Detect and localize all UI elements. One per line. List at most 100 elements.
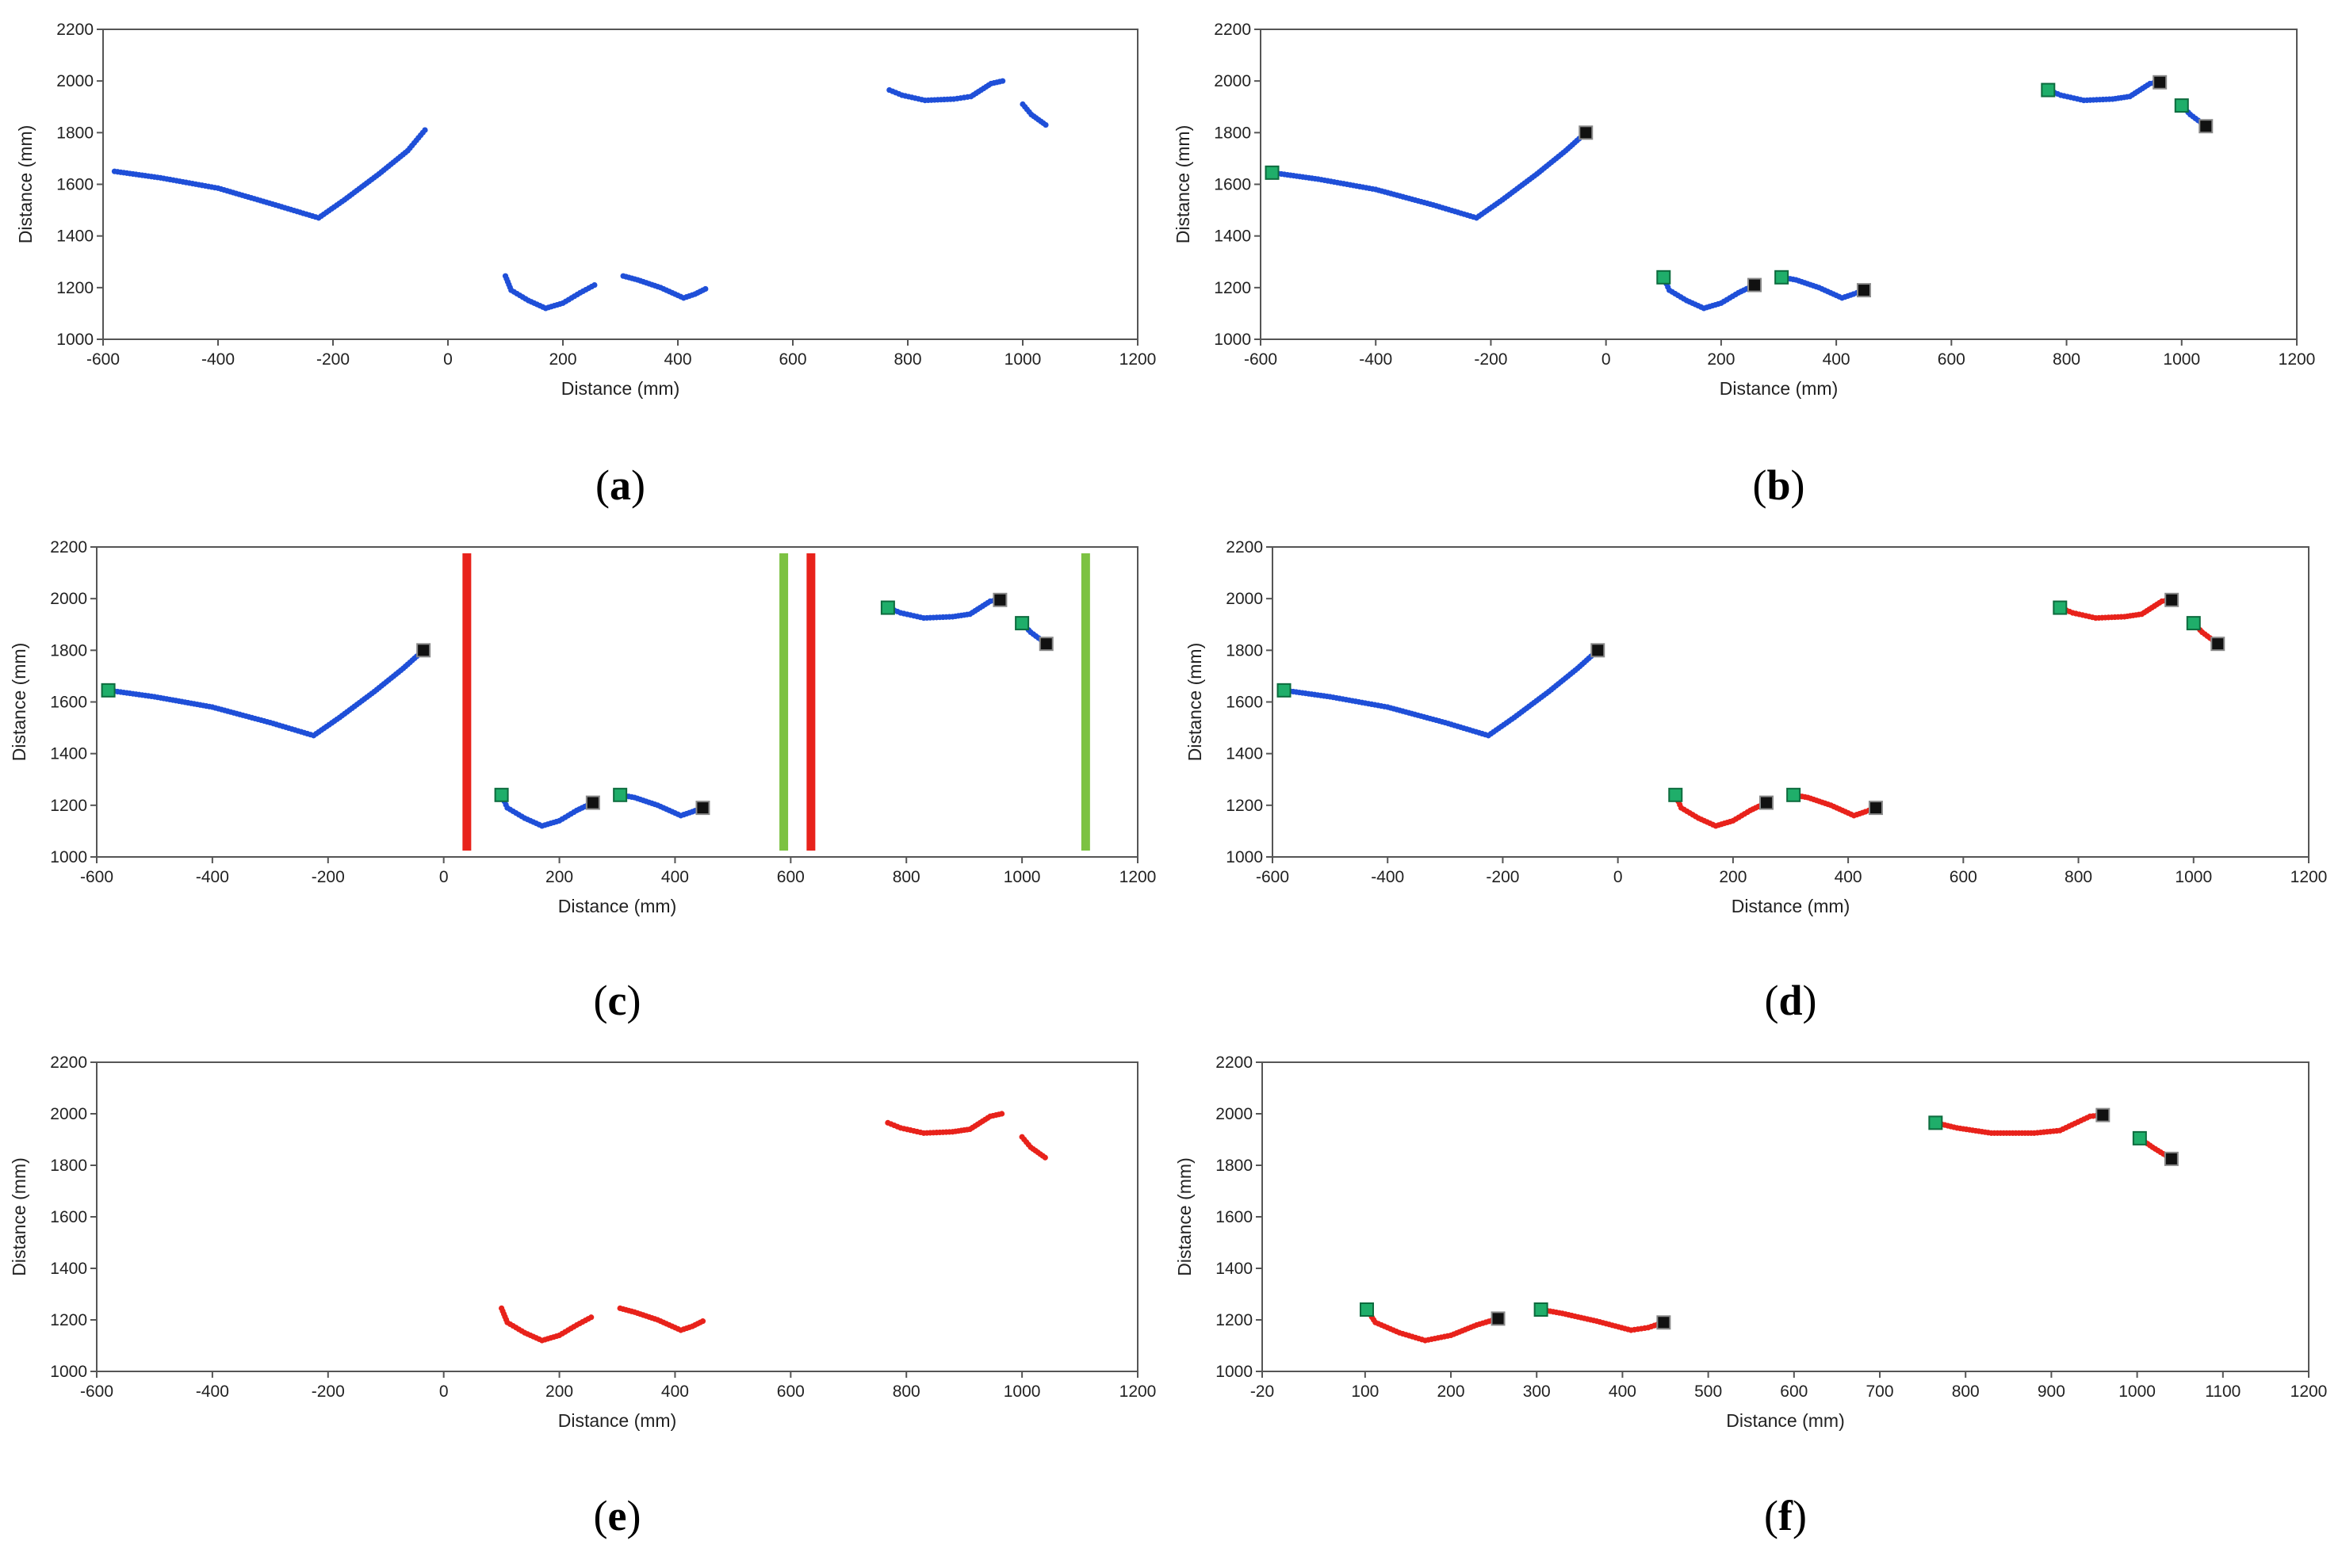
y-tick-label: 2000 <box>1214 72 1251 90</box>
x-tick-label: -600 <box>1244 350 1277 369</box>
end-marker <box>993 592 1008 607</box>
end-marker <box>1579 125 1594 140</box>
x-axis-label: Distance (mm) <box>1732 896 1850 916</box>
y-tick-label: 1200 <box>1226 797 1263 815</box>
panel-caption-letter: c <box>608 977 627 1024</box>
y-tick-label: 1400 <box>50 1260 87 1278</box>
y-tick-label: 1200 <box>1214 279 1251 297</box>
chart-panel-b: -600 -400 -200 0 200 400 600 800 1000 1200 1000 120… <box>1173 21 2315 509</box>
series-segment-1 <box>1269 129 1589 221</box>
x-tick-label: 0 <box>1613 868 1623 886</box>
x-tick-label: 400 <box>661 1383 689 1401</box>
data-point <box>998 1111 1005 1117</box>
x-axis-label: Distance (mm) <box>561 378 680 399</box>
data-point <box>699 1318 706 1325</box>
y-axis-label: Distance (mm) <box>9 1157 29 1276</box>
x-tick-label: -600 <box>80 868 113 886</box>
y-tick-label: 1400 <box>1215 1260 1253 1278</box>
x-tick-label: 900 <box>2038 1383 2065 1401</box>
y-tick-label: 2200 <box>1215 1054 1253 1072</box>
x-tick-label: 600 <box>1780 1383 1808 1401</box>
y-axis-label: Distance (mm) <box>15 125 36 244</box>
y-tick-label: 1400 <box>56 228 94 246</box>
start-marker <box>613 787 628 802</box>
series-segment-2 <box>1364 1306 1502 1344</box>
y-tick-label: 1200 <box>50 1311 87 1329</box>
end-marker <box>2198 119 2214 134</box>
y-tick-label: 1600 <box>50 1208 87 1226</box>
panel-caption: (d) <box>1764 977 1816 1024</box>
y-tick-label: 1800 <box>1226 641 1263 660</box>
chart-panel-e: -600 -400 -200 0 200 400 600 800 1000 1200 1000 120… <box>9 1054 1156 1539</box>
plot-frame <box>1261 1061 2309 1372</box>
end-marker <box>2153 75 2168 90</box>
end-marker <box>1868 801 1883 816</box>
start-marker <box>1015 616 1030 631</box>
data-point <box>591 281 598 289</box>
series-segment-4 <box>1932 1112 2106 1136</box>
chart-panel-d: -600 -400 -200 0 200 400 600 800 1000 1200 1000 120… <box>1184 538 2327 1024</box>
y-tick-label: 2200 <box>50 1054 87 1072</box>
y-tick-label: 1800 <box>50 641 87 660</box>
end-marker <box>1856 283 1871 298</box>
series-segment-1 <box>111 127 428 221</box>
x-tick-label: 800 <box>893 868 920 886</box>
x-axis-label: Distance (mm) <box>558 1410 677 1431</box>
x-tick-label: 1000 <box>1004 868 1041 886</box>
x-tick-label: -400 <box>201 350 235 369</box>
x-tick-label: 200 <box>1719 868 1747 886</box>
end-marker <box>2095 1107 2110 1122</box>
series-segment-2 <box>499 1305 595 1344</box>
y-axis-label: Distance (mm) <box>1173 125 1193 244</box>
x-axis-label: Distance (mm) <box>1720 378 1839 399</box>
x-tick-label: -200 <box>1486 868 1519 886</box>
y-tick-label: 1600 <box>56 176 94 194</box>
x-tick-label: 200 <box>1707 350 1735 369</box>
x-tick-label: -200 <box>312 868 345 886</box>
y-tick-label: 1000 <box>1214 331 1251 349</box>
x-tick-label: -600 <box>1256 868 1289 886</box>
data-point <box>1042 1154 1048 1161</box>
y-axis-label: Distance (mm) <box>9 643 29 762</box>
x-tick-label: -400 <box>196 1383 229 1401</box>
x-tick-label: 400 <box>1609 1383 1636 1401</box>
panel-caption: (a) <box>595 461 645 509</box>
end-marker <box>1590 643 1605 658</box>
x-tick-label: 1200 <box>1119 868 1157 886</box>
y-tick-label: 1400 <box>1214 228 1251 246</box>
end-marker <box>2164 592 2179 607</box>
start-marker <box>2186 616 2201 631</box>
panel-caption-letter: b <box>1766 461 1790 509</box>
x-tick-label: 400 <box>661 868 689 886</box>
y-tick-label: 1800 <box>1215 1157 1253 1175</box>
end-marker <box>1759 795 1774 810</box>
x-tick-label: 1100 <box>2205 1383 2241 1401</box>
series-segment-4 <box>886 78 1006 104</box>
y-tick-label: 1800 <box>1214 124 1251 142</box>
x-axis-label: Distance (mm) <box>558 896 677 916</box>
series-segment-2 <box>1660 274 1758 312</box>
y-tick-label: 1200 <box>1215 1311 1253 1329</box>
plot-frame <box>96 546 1138 858</box>
x-tick-label: 200 <box>1437 1383 1465 1401</box>
series-segment-3 <box>617 1305 706 1333</box>
end-marker <box>1039 637 1054 652</box>
x-tick-label: 200 <box>549 350 576 369</box>
end-marker <box>695 801 710 816</box>
end-marker <box>416 643 431 658</box>
x-tick-label: 0 <box>443 350 453 369</box>
x-tick-label: -400 <box>1371 868 1404 886</box>
y-tick-label: 1600 <box>50 694 87 712</box>
y-tick-label: 2200 <box>56 21 94 39</box>
panel-caption: (f) <box>1764 1492 1807 1539</box>
x-tick-label: 0 <box>439 868 449 886</box>
x-tick-label: 400 <box>1823 350 1850 369</box>
y-axis-label: Distance (mm) <box>1174 1157 1195 1276</box>
start-marker <box>1265 165 1280 180</box>
x-tick-label: 100 <box>1351 1383 1379 1401</box>
y-tick-label: 1800 <box>50 1157 87 1175</box>
series-segment-3 <box>620 273 709 301</box>
start-marker <box>1360 1302 1374 1317</box>
x-tick-label: 400 <box>1835 868 1862 886</box>
start-marker <box>1533 1302 1548 1317</box>
